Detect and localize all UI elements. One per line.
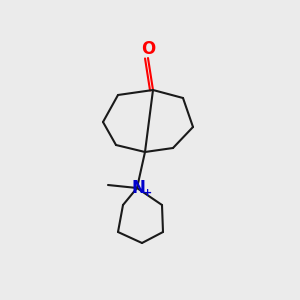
Text: O: O: [141, 40, 155, 58]
Text: +: +: [143, 188, 153, 198]
Text: N: N: [131, 179, 145, 197]
